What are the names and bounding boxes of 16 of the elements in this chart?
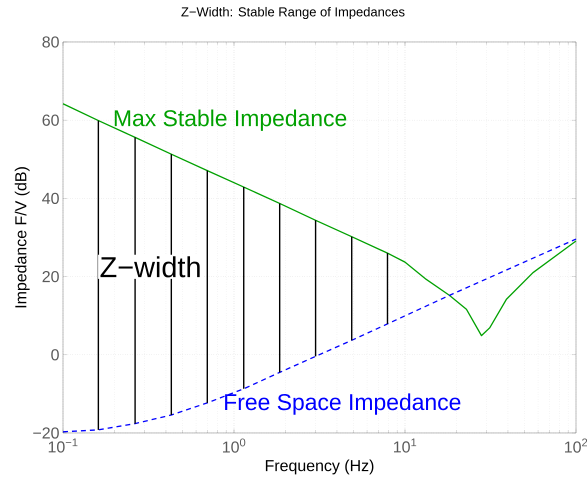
y-tick-label: 60	[42, 114, 59, 126]
y-tick-label: 0	[51, 349, 59, 360]
y-axis-title: Impedance F/V (dB)	[14, 167, 30, 308]
x-tick-label: 10$^{0}$	[223, 438, 246, 453]
series-label: Max Stable Impedance	[114, 109, 346, 131]
x-tick-label: 10$^{−1}$	[48, 438, 78, 453]
chart-title: Z−Width: Stable Range of Impedances	[181, 6, 405, 20]
y-tick-label: 20	[42, 270, 59, 282]
x-tick-label: 10$^{1}$	[394, 438, 416, 453]
y-tick-label: −20	[33, 427, 59, 439]
y-tick-label: 80	[42, 36, 59, 48]
series-label: Free Space Impedance	[225, 393, 460, 415]
x-tick-label: 10$^{2}$	[565, 438, 587, 453]
annotation: Z−width	[100, 256, 200, 278]
y-tick-label: 40	[42, 192, 59, 204]
x-axis-title: Frequency (Hz)	[266, 460, 374, 474]
